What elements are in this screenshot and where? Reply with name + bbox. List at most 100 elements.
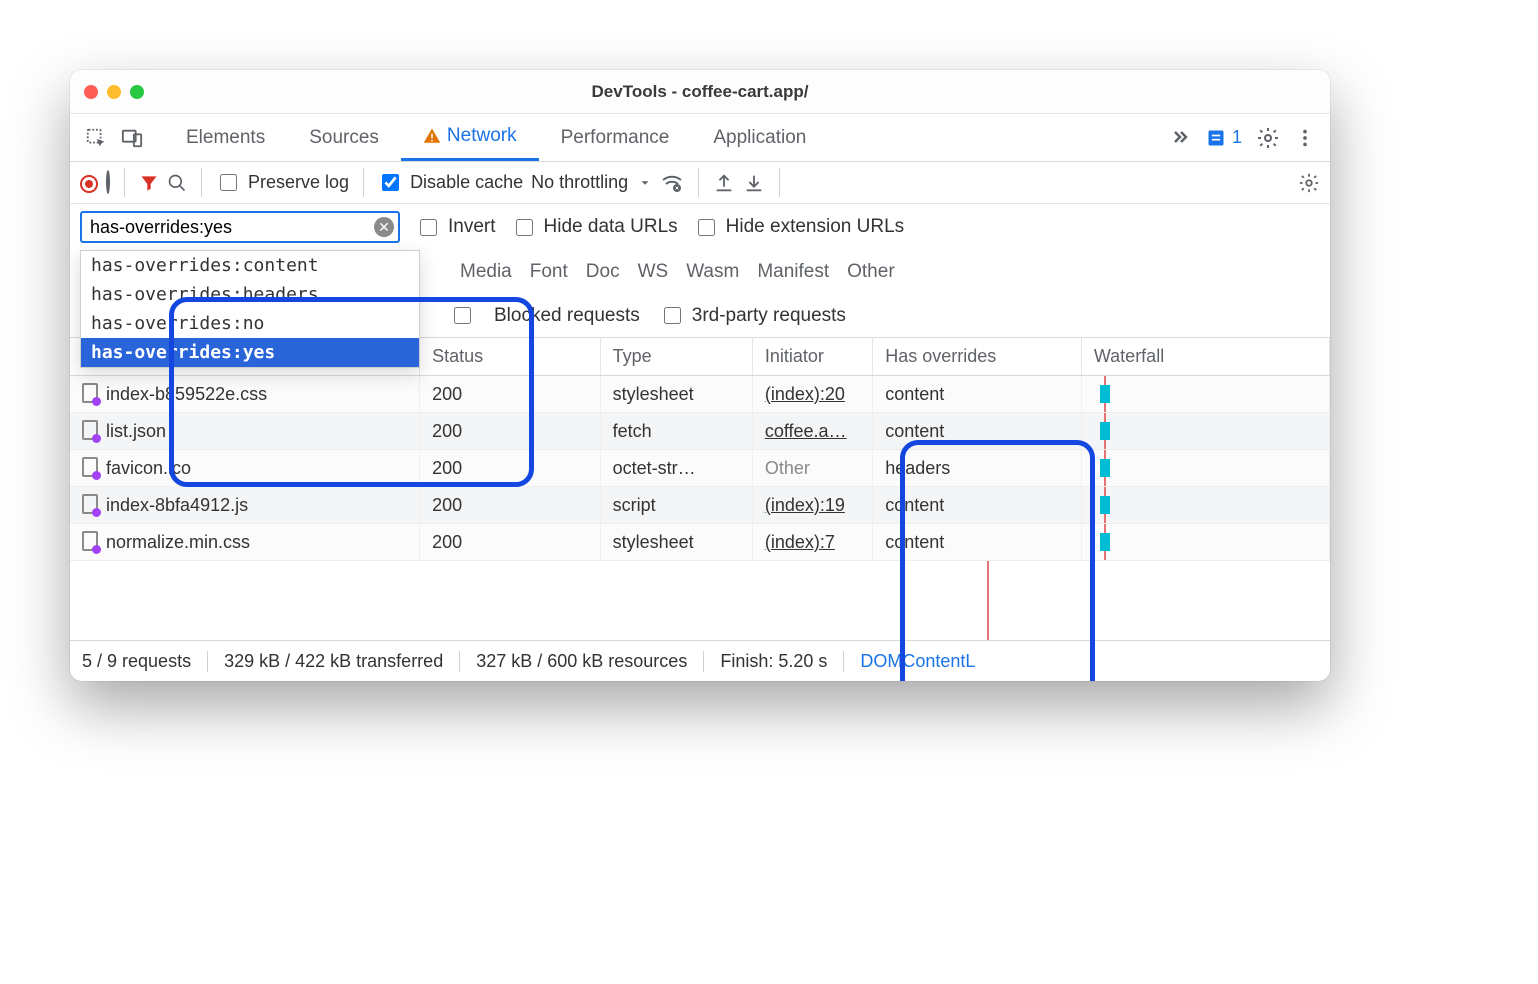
blocked-response-input[interactable] — [454, 307, 471, 324]
table-row[interactable]: index-b859522e.css200stylesheet(index):2… — [70, 376, 1330, 413]
third-party-input[interactable] — [664, 307, 681, 324]
invert-label: Invert — [448, 216, 496, 238]
network-conditions-icon[interactable] — [660, 171, 684, 195]
invert-input[interactable] — [420, 219, 437, 236]
issues-button[interactable]: 1 — [1206, 127, 1242, 148]
import-har-icon[interactable] — [743, 172, 765, 194]
record-button[interactable] — [80, 172, 98, 193]
close-button[interactable] — [84, 85, 98, 99]
throttling-select[interactable]: No throttling — [531, 172, 652, 193]
blocked-response-checkbox[interactable] — [450, 304, 474, 327]
filter-toggle-icon[interactable] — [139, 173, 159, 193]
cell-type: octet-str… — [600, 450, 752, 487]
autocomplete-item[interactable]: has-overrides:content — [81, 251, 419, 280]
type-filter[interactable]: Other — [847, 261, 895, 283]
clear-filter-icon[interactable]: ✕ — [374, 217, 394, 237]
type-filter[interactable]: Wasm — [686, 261, 739, 283]
disable-cache-checkbox[interactable]: Disable cache — [378, 171, 523, 194]
preserve-log-input[interactable] — [220, 174, 237, 191]
autocomplete-item[interactable]: has-overrides:headers — [81, 280, 419, 309]
cell-name: list.json — [70, 413, 420, 450]
autocomplete-item[interactable]: has-overrides:no — [81, 309, 419, 338]
blocked-requests-checkbox[interactable]: Blocked requests — [494, 305, 640, 327]
table-row[interactable]: index-8bfa4912.js200script(index):19cont… — [70, 487, 1330, 524]
disable-cache-input[interactable] — [382, 174, 399, 191]
disable-cache-label: Disable cache — [410, 172, 523, 193]
type-filter[interactable]: WS — [638, 261, 669, 283]
cell-status: 200 — [420, 376, 600, 413]
blocked-requests-label: Blocked requests — [494, 305, 640, 327]
hide-ext-urls-input[interactable] — [698, 219, 715, 236]
status-resources: 327 kB / 600 kB resources — [460, 651, 704, 672]
cell-waterfall — [1081, 450, 1329, 487]
main-tabs: Elements Sources Network Performance App… — [164, 114, 828, 161]
main-tab-strip: Elements Sources Network Performance App… — [70, 114, 1330, 162]
type-filter[interactable]: Manifest — [757, 261, 829, 283]
hide-data-urls-label: Hide data URLs — [544, 216, 678, 238]
cell-has-overrides: content — [873, 413, 1082, 450]
cell-type: script — [600, 487, 752, 524]
column-header[interactable]: Status — [420, 338, 600, 376]
column-header[interactable]: Type — [600, 338, 752, 376]
tab-application[interactable]: Application — [691, 114, 828, 161]
status-bar: 5 / 9 requests 329 kB / 422 kB transferr… — [70, 641, 1330, 681]
cell-name: index-8bfa4912.js — [70, 487, 420, 524]
status-requests: 5 / 9 requests — [82, 651, 208, 672]
cell-has-overrides: headers — [873, 450, 1082, 487]
cell-initiator[interactable]: (index):20 — [752, 376, 872, 413]
third-party-checkbox[interactable]: 3rd-party requests — [660, 304, 846, 327]
column-header[interactable]: Initiator — [752, 338, 872, 376]
network-table: NameStatusTypeInitiatorHas overridesWate… — [70, 338, 1330, 561]
tab-elements[interactable]: Elements — [164, 114, 287, 161]
tab-network[interactable]: Network — [401, 114, 539, 161]
cell-status: 200 — [420, 487, 600, 524]
file-override-icon — [82, 531, 98, 551]
file-override-icon — [82, 457, 98, 477]
cell-status: 200 — [420, 450, 600, 487]
search-icon[interactable] — [167, 173, 187, 193]
hide-data-urls-checkbox[interactable]: Hide data URLs — [512, 216, 678, 239]
invert-checkbox[interactable]: Invert — [416, 216, 496, 239]
cell-type: stylesheet — [600, 524, 752, 561]
settings-icon[interactable] — [1256, 126, 1280, 150]
clear-button[interactable] — [106, 172, 110, 193]
hide-data-urls-input[interactable] — [516, 219, 533, 236]
device-toggle-icon[interactable] — [114, 127, 150, 149]
cell-waterfall — [1081, 524, 1329, 561]
type-filter[interactable]: Doc — [586, 261, 620, 283]
network-settings-icon[interactable] — [1298, 172, 1320, 194]
table-row[interactable]: list.json200fetchcoffee.a…content — [70, 413, 1330, 450]
cell-waterfall — [1081, 376, 1329, 413]
third-party-label: 3rd-party requests — [692, 305, 846, 327]
cell-initiator[interactable]: (index):7 — [752, 524, 872, 561]
preserve-log-checkbox[interactable]: Preserve log — [216, 171, 349, 194]
hide-ext-urls-label: Hide extension URLs — [726, 216, 904, 238]
cell-initiator[interactable]: coffee.a… — [752, 413, 872, 450]
cell-initiator[interactable]: (index):19 — [752, 487, 872, 524]
tab-performance[interactable]: Performance — [539, 114, 692, 161]
table-row[interactable]: normalize.min.css200stylesheet(index):7c… — [70, 524, 1330, 561]
traffic-lights — [84, 85, 144, 99]
inspect-icon[interactable] — [78, 127, 114, 149]
tab-sources[interactable]: Sources — [287, 114, 401, 161]
type-filter[interactable]: Font — [530, 261, 568, 283]
filter-bar: ✕ has-overrides:contenthas-overrides:hea… — [70, 204, 1330, 250]
table-body: index-b859522e.css200stylesheet(index):2… — [70, 376, 1330, 561]
resource-type-filters: Media Font Doc WS Wasm Manifest Other — [460, 261, 895, 283]
table-row[interactable]: favicon.ico200octet-str…Otherheaders — [70, 450, 1330, 487]
export-har-icon[interactable] — [713, 172, 735, 194]
cell-name: index-b859522e.css — [70, 376, 420, 413]
column-header[interactable]: Waterfall — [1081, 338, 1329, 376]
cell-type: stylesheet — [600, 376, 752, 413]
minimize-button[interactable] — [107, 85, 121, 99]
autocomplete-item[interactable]: has-overrides:yes — [81, 338, 419, 367]
zoom-button[interactable] — [130, 85, 144, 99]
type-filter[interactable]: Media — [460, 261, 512, 283]
filter-input[interactable] — [80, 211, 400, 243]
more-tabs-icon[interactable] — [1168, 126, 1192, 150]
hide-ext-urls-checkbox[interactable]: Hide extension URLs — [694, 216, 904, 239]
kebab-menu-icon[interactable] — [1294, 127, 1316, 149]
column-header[interactable]: Has overrides — [873, 338, 1082, 376]
status-finish: Finish: 5.20 s — [704, 651, 844, 672]
cell-type: fetch — [600, 413, 752, 450]
